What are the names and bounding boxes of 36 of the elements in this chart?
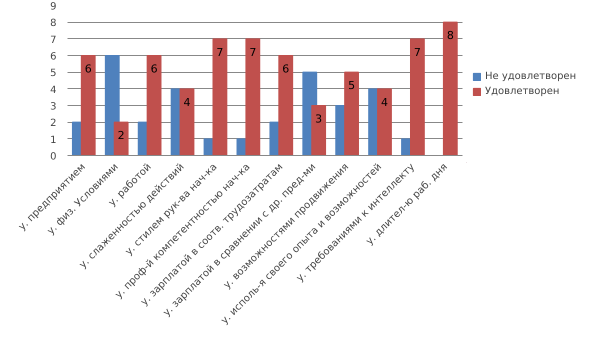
bar [410,38,425,156]
y-tick-label: 6 [50,52,57,62]
bar [146,55,162,156]
bar [311,105,326,156]
y-tick-label: 7 [50,34,57,46]
bar [278,55,294,156]
data-label: 4 [380,96,388,109]
y-tick-label: 9 [50,2,57,12]
y-tick-label: 3 [50,102,57,112]
y-tick-label: 1 [50,134,57,146]
data-label: 4 [183,96,190,109]
data-label: 7 [216,46,224,59]
legend-label: Удовлетворен [485,86,560,96]
data-label: 7 [249,46,256,59]
data-label: 6 [282,62,290,76]
y-tick-label: 8 [50,18,57,30]
data-label: 5 [348,79,356,92]
legend-label: Не удовлетворен [485,70,576,82]
bar [377,88,392,156]
bar [80,55,96,156]
y-tick-label: 4 [50,84,57,96]
bar [180,88,194,156]
y-tick-label: 2 [50,118,57,130]
bar [114,122,129,156]
y-tick-label: 0 [50,152,57,162]
bar [442,22,458,156]
bar [245,38,260,156]
bar [344,72,359,156]
data-label: 7 [414,46,421,59]
data-label: 6 [150,62,158,76]
y-tick-label: 5 [50,68,57,80]
data-label: 3 [315,112,322,126]
data-label: 8 [446,29,454,42]
data-label: 2 [118,129,125,142]
bar [212,38,228,156]
data-label: 6 [84,62,92,76]
